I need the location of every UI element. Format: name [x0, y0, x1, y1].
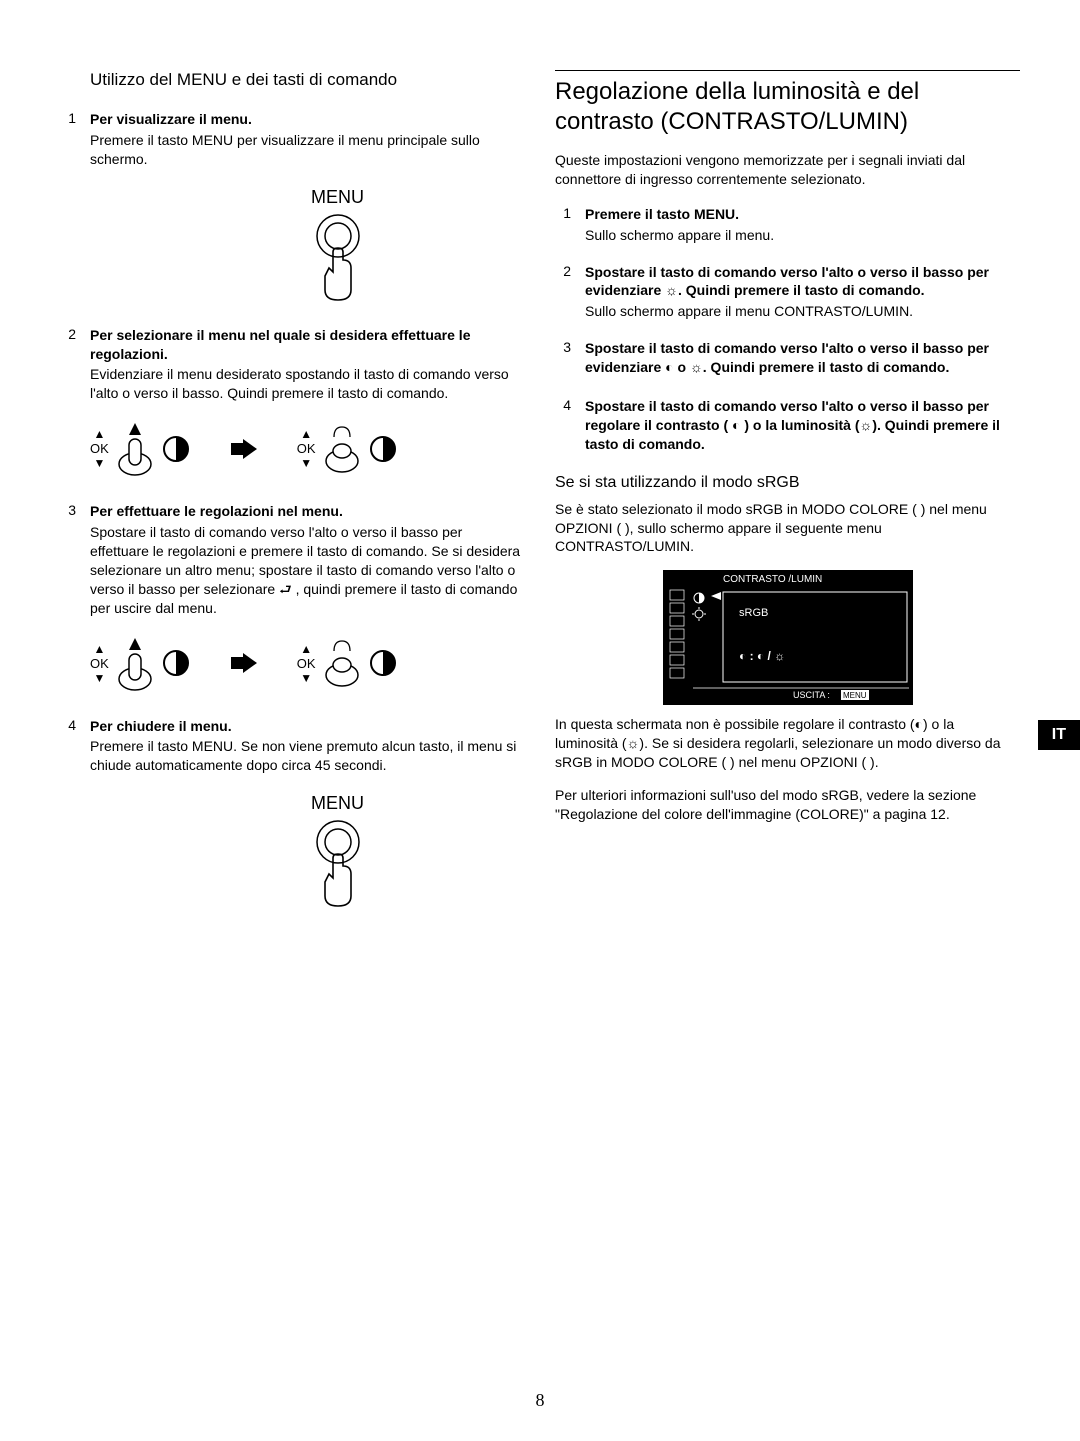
- down-arrow-icon: ▼: [300, 672, 312, 684]
- ok-label: OK: [297, 442, 316, 455]
- up-arrow-icon: ▲: [93, 428, 105, 440]
- contrast-icon: [161, 648, 191, 678]
- osd-exit-label: USCITA :: [793, 690, 830, 700]
- ok-label: OK: [90, 657, 109, 670]
- srgb-paragraph-1: Se è stato selezionato il modo sRGB in M…: [555, 500, 1020, 557]
- right-step-2: 2 Spostare il tasto di comando verso l'a…: [555, 263, 1020, 322]
- srgb-subheading: Se si sta utilizzando il modo sRGB: [555, 474, 1020, 492]
- intro-paragraph: Queste impostazioni vengono memorizzate …: [555, 151, 1020, 189]
- press-button-icon: [303, 214, 373, 304]
- step-number: 1: [60, 110, 76, 169]
- step-number: 2: [60, 326, 76, 404]
- step-title: Spostare il tasto di comando verso l'alt…: [585, 263, 1020, 301]
- step-text: Sullo schermo appare il menu.: [585, 226, 1020, 245]
- joystick-up-down-icon: [117, 421, 153, 476]
- step-title: Per chiudere il menu.: [90, 717, 525, 736]
- right-section-heading: Regolazione della luminosità e del contr…: [555, 70, 1020, 137]
- svg-text:MENU: MENU: [843, 691, 867, 700]
- step-number: 4: [60, 717, 76, 776]
- step-number: 3: [555, 339, 571, 379]
- step-text: Sullo schermo appare il menu CONTRASTO/L…: [585, 302, 1020, 321]
- right-step-4: 4 Spostare il tasto di comando verso l'a…: [555, 397, 1020, 456]
- contrast-icon: [368, 648, 398, 678]
- controls-figure-1: ▲ OK ▼ ▲ OK: [90, 421, 525, 476]
- down-arrow-icon: ▼: [93, 672, 105, 684]
- down-arrow-icon: ▼: [93, 457, 105, 469]
- controls-figure-2: ▲ OK ▼ ▲ OK: [90, 636, 525, 691]
- step-text: Spostare il tasto di comando verso l'alt…: [90, 523, 525, 617]
- srgb-paragraph-3: Per ulteriori informazioni sull'uso del …: [555, 786, 1020, 824]
- menu-button-figure-2: MENU: [150, 793, 525, 910]
- step-number: 4: [555, 397, 571, 456]
- step-text: Premere il tasto MENU per visualizzare i…: [90, 131, 525, 169]
- step-title: Spostare il tasto di comando verso l'alt…: [585, 339, 1020, 377]
- step-number: 3: [60, 502, 76, 617]
- menu-label: MENU: [150, 187, 525, 208]
- step-title: Premere il tasto MENU.: [585, 205, 1020, 224]
- down-arrow-icon: ▼: [300, 457, 312, 469]
- left-step-1: 1 Per visualizzare il menu. Premere il t…: [60, 110, 525, 169]
- right-step-3: 3 Spostare il tasto di comando verso l'a…: [555, 339, 1020, 379]
- joystick-press-icon: [324, 425, 360, 473]
- menu-label: MENU: [150, 793, 525, 814]
- contrast-icon: [368, 434, 398, 464]
- srgb-paragraph-2: In questa schermata non è possibile rego…: [555, 715, 1020, 772]
- step-text: Evidenziare il menu desiderato spostando…: [90, 365, 525, 403]
- step-title: Spostare il tasto di comando verso l'alt…: [585, 397, 1020, 454]
- step-number: 1: [555, 205, 571, 245]
- left-step-2: 2 Per selezionare il menu nel quale si d…: [60, 326, 525, 404]
- ok-label: OK: [90, 442, 109, 455]
- osd-title: CONTRASTO /LUMIN: [723, 574, 822, 585]
- step-text: Premere il tasto MENU. Se non viene prem…: [90, 737, 525, 775]
- press-button-icon: [303, 820, 373, 910]
- menu-button-figure-1: MENU: [150, 187, 525, 304]
- right-arrow-icon: [231, 439, 257, 459]
- osd-screenshot: CONTRASTO /LUMIN: [555, 570, 1020, 705]
- osd-srgb-label: sRGB: [739, 607, 768, 619]
- right-step-1: 1 Premere il tasto MENU. Sullo schermo a…: [555, 205, 1020, 245]
- step-title: Per visualizzare il menu.: [90, 110, 525, 129]
- language-tab-it: IT: [1038, 720, 1080, 750]
- up-arrow-icon: ▲: [93, 643, 105, 655]
- up-arrow-icon: ▲: [300, 428, 312, 440]
- step-title: Per effettuare le regolazioni nel menu.: [90, 502, 525, 521]
- right-arrow-icon: [231, 653, 257, 673]
- page-number: 8: [536, 1390, 545, 1411]
- left-step-3: 3 Per effettuare le regolazioni nel menu…: [60, 502, 525, 617]
- osd-key-label: ◐ : ◐ / ☼: [739, 649, 785, 663]
- step-number: 2: [555, 263, 571, 322]
- up-arrow-icon: ▲: [300, 643, 312, 655]
- left-section-heading: Utilizzo del MENU e dei tasti di comando: [90, 70, 525, 90]
- joystick-up-down-icon: [117, 636, 153, 691]
- step-title: Per selezionare il menu nel quale si des…: [90, 326, 525, 364]
- joystick-press-icon: [324, 639, 360, 687]
- contrast-icon: [161, 434, 191, 464]
- left-step-4: 4 Per chiudere il menu. Premere il tasto…: [60, 717, 525, 776]
- ok-label: OK: [297, 657, 316, 670]
- osd-menu-icon: CONTRASTO /LUMIN: [663, 570, 913, 705]
